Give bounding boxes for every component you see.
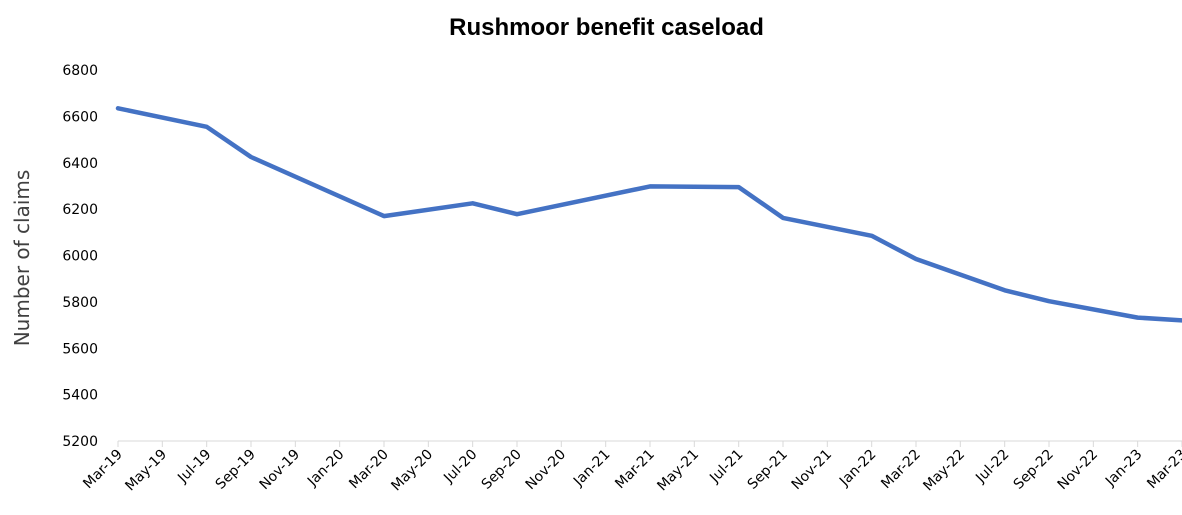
series-line [115,106,1182,323]
x-tick-label: May-20 [388,447,436,495]
x-tick-label: Jul-19 [174,447,214,487]
x-tick-label: Sep-22 [1011,447,1057,493]
x-tick-label: Mar-19 [80,447,126,493]
x-tick-label: Jan-20 [304,447,347,490]
y-tick-label: 5800 [62,295,98,311]
x-tick-label: Nov-22 [1055,447,1102,494]
x-tick-label: Nov-20 [523,447,570,494]
x-tick-label: Jan-22 [836,447,879,490]
y-tick-label: 6600 [62,109,98,125]
x-tick-label: Nov-19 [257,447,304,494]
y-tick-label: 6200 [62,202,98,218]
y-tick-label: 5600 [62,341,98,357]
x-tick-label: May-19 [122,447,170,495]
x-tick-label: Sep-21 [745,447,791,493]
series-group [115,106,1182,323]
x-tick-label: Jan-21 [570,447,613,490]
y-tick-label: 5400 [62,388,98,404]
x-tick-label: May-22 [920,447,968,495]
x-tick-label: Mar-23 [1144,447,1182,493]
y-tick-label: 6800 [62,63,98,79]
x-tick-label: Jul-21 [706,447,746,487]
x-tick-label: May-21 [654,447,702,495]
y-tick-label: 6400 [62,156,98,172]
x-tick-label: Mar-22 [878,447,924,493]
chart-title: Rushmoor benefit caseload [449,14,764,41]
y-tick-label: 6000 [62,249,98,265]
x-tick-label: Jul-20 [440,447,480,487]
x-tick-label: Sep-19 [213,447,259,493]
y-tick-label: 5200 [62,434,98,450]
x-tick-label: Sep-20 [479,447,525,493]
x-tick-label: Jan-23 [1102,447,1145,490]
x-tick-label: Mar-21 [612,447,658,493]
x-tick-label: Jul-22 [972,447,1012,487]
x-tick-label: Mar-20 [346,447,392,493]
y-axis-ticks: 5200 5400 5600 5800 6000 6200 6400 6600 6800 [62,63,98,450]
x-tick-label: Nov-21 [789,447,836,494]
